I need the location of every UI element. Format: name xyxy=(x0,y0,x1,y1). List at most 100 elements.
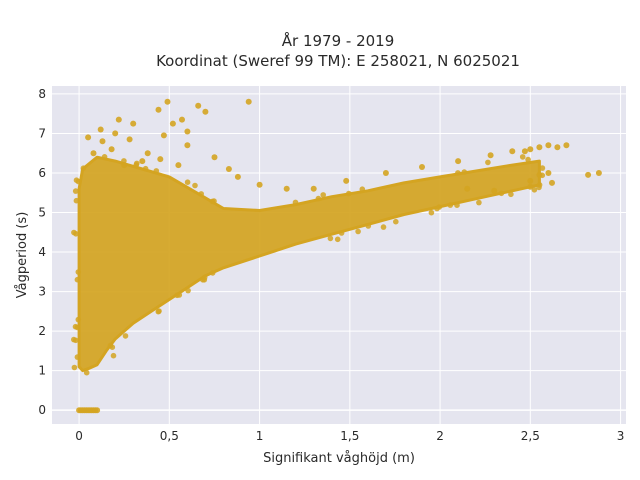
scatter-point xyxy=(139,158,146,165)
scatter-point xyxy=(343,177,350,184)
scatter-point xyxy=(184,128,191,135)
scatter-point xyxy=(179,116,185,123)
scatter-point xyxy=(157,156,164,163)
scatter-point xyxy=(428,209,435,216)
scatter-point xyxy=(346,190,352,197)
scatter-point xyxy=(320,192,327,198)
scatter-point xyxy=(155,106,162,113)
scatter-point xyxy=(545,170,552,176)
scatter-point xyxy=(211,198,217,204)
scatter-point xyxy=(126,136,133,143)
y-tick-label: 4 xyxy=(38,245,46,259)
scatter-point xyxy=(585,171,592,178)
scatter-point xyxy=(531,187,538,193)
scatter-point xyxy=(184,142,191,149)
scatter-point xyxy=(115,116,122,123)
scatter-point xyxy=(508,191,514,198)
scatter-point xyxy=(164,98,171,105)
scatter-point xyxy=(225,166,232,172)
scatter-point xyxy=(202,108,209,115)
y-tick-label: 3 xyxy=(38,285,46,299)
scatter-point xyxy=(72,188,79,194)
scatter-point xyxy=(256,181,263,188)
scatter-point xyxy=(536,144,543,151)
scatter-point xyxy=(169,120,176,127)
scatter-point xyxy=(393,218,399,225)
scatter-point xyxy=(527,177,534,184)
scatter-point-cloud xyxy=(77,155,541,373)
scatter-point xyxy=(201,274,208,281)
scatter-point xyxy=(110,352,117,359)
scatter-point xyxy=(234,173,241,180)
x-tick-label: 1 xyxy=(256,429,264,443)
scatter-point xyxy=(130,120,137,127)
scatter-point xyxy=(595,170,602,176)
scatter-point xyxy=(156,308,162,314)
grid-lines xyxy=(52,86,626,424)
scatter-point xyxy=(545,142,552,149)
scatter-point xyxy=(121,162,128,169)
scatter-point xyxy=(536,182,543,188)
scatter-point xyxy=(209,270,216,276)
scatter-point xyxy=(283,185,290,192)
y-tick-label: 5 xyxy=(38,206,46,220)
scatter-point xyxy=(72,337,79,344)
y-axis-label: Vågperiod (s) xyxy=(15,212,30,299)
x-tick-label: 2,5 xyxy=(521,429,540,443)
scatter-point xyxy=(112,130,119,137)
scatter-point xyxy=(447,202,454,208)
scatter-point xyxy=(185,287,191,294)
scatter-point xyxy=(160,132,167,139)
scatter-point xyxy=(525,156,531,163)
y-tick-label: 0 xyxy=(38,403,46,417)
scatter-point xyxy=(554,144,561,151)
scatter-point xyxy=(292,199,299,206)
x-tick-label: 0,5 xyxy=(160,429,179,443)
y-tick-label: 6 xyxy=(38,166,46,180)
x-axis-ticks: 0 0,5 1 1,5 2 2,5 3 xyxy=(75,429,624,443)
scatter-point xyxy=(359,186,366,192)
scatter-point xyxy=(310,185,317,192)
x-tick-label: 0 xyxy=(75,429,83,443)
scatter-point xyxy=(122,333,129,339)
scatter-point xyxy=(419,164,425,170)
scatter-point xyxy=(73,177,80,183)
scatter-point xyxy=(83,369,90,376)
scatter-point xyxy=(455,158,462,165)
scatter-point xyxy=(192,182,198,189)
scatter-points xyxy=(71,98,602,414)
scatter-point xyxy=(80,165,87,171)
scatter-point xyxy=(527,183,534,190)
chart-title: År 1979 - 2019 xyxy=(282,31,395,50)
x-tick-label: 3 xyxy=(617,429,625,443)
y-tick-label: 8 xyxy=(38,87,46,101)
scatter-point xyxy=(195,102,202,109)
scatter-point xyxy=(563,142,570,149)
y-axis-ticks: 0 1 2 3 4 5 6 7 8 xyxy=(38,87,46,417)
scatter-point xyxy=(142,165,149,172)
scatter-point xyxy=(485,159,491,166)
scatter-point xyxy=(476,199,482,206)
scatter-point xyxy=(97,126,104,133)
scatter-point xyxy=(176,292,183,298)
scatter-point xyxy=(101,154,108,160)
x-axis-label: Signifikant våghöjd (m) xyxy=(263,451,415,466)
scatter-point xyxy=(549,179,555,186)
scatter-point xyxy=(198,191,204,197)
scatter-point xyxy=(144,150,151,157)
scatter-point xyxy=(539,165,546,171)
scatter-point xyxy=(72,323,79,330)
scatter-point xyxy=(90,150,97,157)
scatter-point xyxy=(109,344,116,351)
scatter-point xyxy=(382,170,389,176)
scatter-point xyxy=(133,162,140,168)
scatter-point xyxy=(121,158,127,164)
scatter-point xyxy=(73,231,79,237)
scatter-point xyxy=(434,205,440,212)
scatter-point xyxy=(455,170,461,176)
scatter-point xyxy=(334,236,341,243)
scatter-point xyxy=(464,185,471,192)
scatter-point xyxy=(108,146,115,153)
x-tick-label: 1,5 xyxy=(340,429,359,443)
